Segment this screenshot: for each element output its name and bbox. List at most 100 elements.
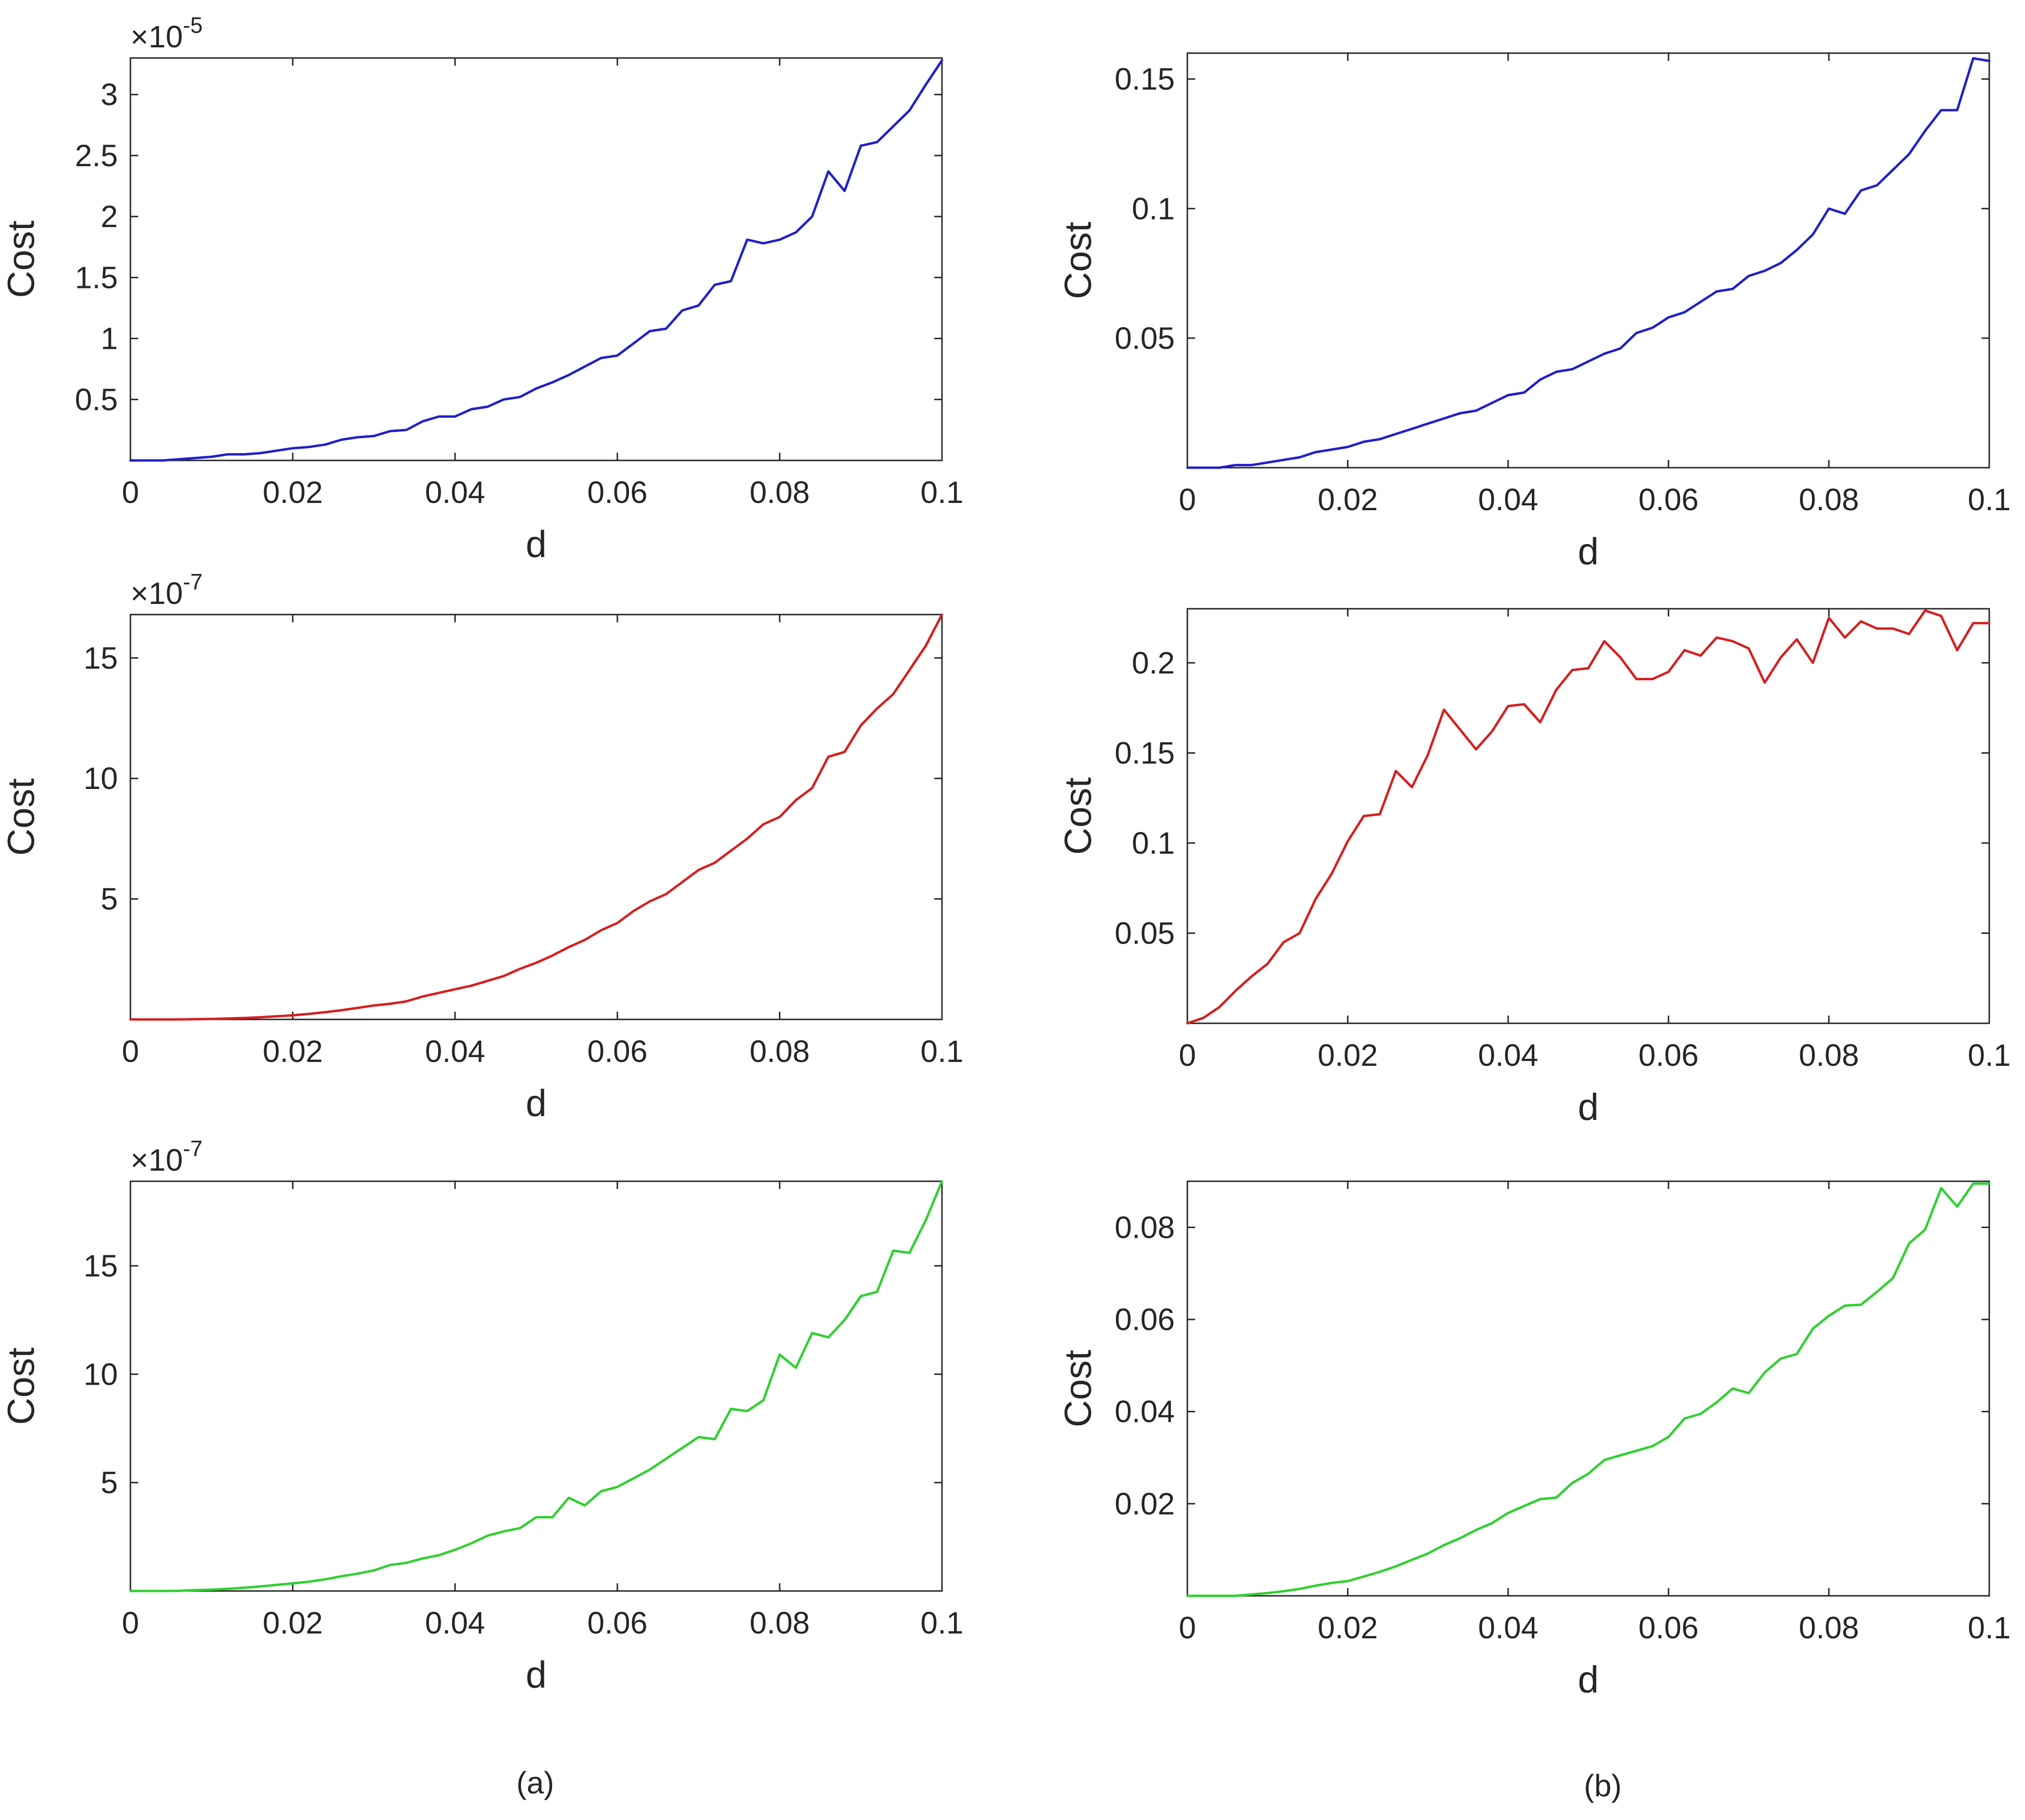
x-tick-label: 0.04 bbox=[425, 1034, 485, 1069]
y-tick-label: 0.15 bbox=[1114, 62, 1175, 97]
x-tick-label: 0.02 bbox=[263, 475, 323, 510]
x-tick-label: 0 bbox=[122, 1034, 139, 1069]
y-axis-label: Cost bbox=[1056, 777, 1099, 855]
x-tick-label: 0.04 bbox=[1478, 1038, 1539, 1073]
x-tick-label: 0.08 bbox=[1799, 1038, 1859, 1073]
x-tick-label: 0.04 bbox=[425, 475, 485, 510]
series-line bbox=[129, 1180, 943, 1592]
y-axis-label: Cost bbox=[0, 220, 42, 298]
plot-area bbox=[1186, 608, 1990, 1024]
x-tick-label: 0.1 bbox=[921, 1034, 964, 1069]
y-axis-label: Cost bbox=[0, 778, 42, 856]
x-tick-label: 0.06 bbox=[587, 1605, 648, 1640]
chart-b-bottom: 0 0.02 0.04 0.06 0.08 0.1 0.02 0.04 0.06 0.08 d Cos… bbox=[1056, 1180, 2011, 1701]
chart-b-middle: 0 0.02 0.04 0.06 0.08 0.1 0.05 0.1 0.15 0.2 d Cost bbox=[1056, 608, 2011, 1128]
x-tick-label: 0.1 bbox=[1968, 482, 2011, 517]
y-tick-label: 0.5 bbox=[75, 382, 118, 417]
x-tick-label: 0 bbox=[1179, 1610, 1196, 1645]
exponent-base: ×10 bbox=[130, 1143, 183, 1177]
x-tick-label: 0.06 bbox=[1639, 1038, 1699, 1073]
x-tick-label: 0.02 bbox=[1318, 482, 1378, 517]
chart-a-bottom: 0 0.02 0.04 0.06 0.08 0.1 5 10 15 d Cost ×10-7 bbox=[0, 1136, 963, 1696]
exponent-power: -7 bbox=[183, 1136, 203, 1161]
series-line bbox=[129, 59, 943, 462]
y-tick-label: 15 bbox=[84, 1248, 118, 1283]
x-tick-label: 0.08 bbox=[750, 1605, 810, 1640]
x-tick-label: 0 bbox=[122, 1605, 139, 1640]
y-axis-label: Cost bbox=[0, 1347, 42, 1425]
y-tick-label: 0.08 bbox=[1114, 1210, 1175, 1245]
plot-area bbox=[129, 57, 943, 461]
y-tick-label: 10 bbox=[84, 1357, 118, 1391]
x-tick-label: 0.08 bbox=[750, 475, 810, 510]
plot-area bbox=[129, 1180, 943, 1592]
exponent-label: ×10-7 bbox=[130, 1136, 202, 1177]
chart-a-middle: 0 0.02 0.04 0.06 0.08 0.1 5 10 15 d Cost ×10-7 bbox=[0, 569, 963, 1124]
series-line bbox=[1186, 57, 1991, 469]
y-tick-label: 0.2 bbox=[1132, 645, 1175, 680]
y-tick-label: 5 bbox=[100, 882, 118, 917]
x-axis-label: d bbox=[1578, 530, 1598, 573]
x-tick-label: 0 bbox=[122, 475, 139, 510]
y-tick-label: 0.1 bbox=[1132, 191, 1175, 226]
chart-b-top: 0 0.02 0.04 0.06 0.08 0.1 0.05 0.1 0.15 d Cost bbox=[1056, 52, 2011, 573]
y-tick-label: 10 bbox=[84, 761, 118, 796]
x-axis-label: d bbox=[1578, 1086, 1598, 1128]
x-tick-label: 0 bbox=[1179, 482, 1196, 517]
plot-area bbox=[129, 614, 943, 1020]
exponent-power: -7 bbox=[183, 569, 203, 594]
exponent-power: -5 bbox=[183, 13, 203, 38]
y-tick-label: 0.05 bbox=[1114, 916, 1175, 950]
series-line bbox=[1186, 1182, 1991, 1597]
x-tick-label: 0.06 bbox=[1639, 482, 1699, 517]
x-tick-label: 0.04 bbox=[1478, 482, 1539, 517]
chart-a-top: 0 0.02 0.04 0.06 0.08 0.1 0.5 1 1.5 2 2.5 3 d Cost ×10… bbox=[0, 13, 963, 565]
panel-label-b: (b) bbox=[1584, 1768, 1622, 1803]
y-tick-label: 2 bbox=[100, 199, 118, 234]
y-tick-label: 5 bbox=[100, 1465, 118, 1500]
x-tick-label: 0.08 bbox=[1799, 1610, 1859, 1645]
x-tick-label: 0.08 bbox=[1799, 482, 1859, 517]
y-tick-label: 0.15 bbox=[1114, 735, 1175, 770]
panel-label-a: (a) bbox=[516, 1765, 554, 1800]
y-tick-label: 0.1 bbox=[1132, 826, 1175, 860]
x-axis-label: d bbox=[526, 1082, 546, 1124]
y-tick-label: 2.5 bbox=[75, 138, 118, 173]
series-line bbox=[129, 613, 943, 1021]
y-tick-label: 0.02 bbox=[1114, 1486, 1175, 1521]
plot-area bbox=[1186, 52, 1990, 469]
x-tick-label: 0.1 bbox=[1968, 1610, 2011, 1645]
x-tick-label: 0 bbox=[1179, 1038, 1196, 1073]
x-tick-label: 0.06 bbox=[587, 1034, 648, 1069]
exponent-base: ×10 bbox=[130, 19, 183, 54]
plot-area bbox=[1186, 1180, 1990, 1597]
x-tick-label: 0.02 bbox=[263, 1605, 323, 1640]
y-tick-label: 15 bbox=[84, 641, 118, 675]
y-axis-label: Cost bbox=[1056, 1349, 1099, 1427]
x-tick-label: 0.04 bbox=[425, 1605, 485, 1640]
y-tick-label: 1.5 bbox=[75, 260, 118, 295]
x-tick-label: 0.02 bbox=[263, 1034, 323, 1069]
exponent-base: ×10 bbox=[130, 576, 183, 611]
x-tick-label: 0.04 bbox=[1478, 1610, 1539, 1645]
y-axis-label: Cost bbox=[1056, 221, 1099, 299]
y-tick-label: 3 bbox=[100, 77, 118, 112]
x-tick-label: 0.02 bbox=[1318, 1610, 1378, 1645]
x-tick-label: 0.06 bbox=[587, 475, 648, 510]
charts-grid: 0 0.02 0.04 0.06 0.08 0.1 0.5 1 1.5 2 2.5 3 d Cost ×10… bbox=[0, 13, 2011, 1701]
y-tick-label: 0.05 bbox=[1114, 321, 1175, 356]
y-tick-label: 0.04 bbox=[1114, 1394, 1175, 1429]
x-axis-label: d bbox=[526, 523, 546, 565]
x-tick-label: 0.1 bbox=[921, 475, 964, 510]
x-tick-label: 0.08 bbox=[750, 1034, 810, 1069]
x-tick-label: 0.1 bbox=[1968, 1038, 2011, 1073]
x-tick-label: 0.06 bbox=[1639, 1610, 1699, 1645]
y-tick-label: 0.06 bbox=[1114, 1302, 1175, 1337]
exponent-label: ×10-5 bbox=[130, 13, 202, 54]
x-tick-label: 0.1 bbox=[921, 1605, 964, 1640]
x-axis-label: d bbox=[526, 1653, 546, 1696]
x-tick-label: 0.02 bbox=[1318, 1038, 1378, 1073]
exponent-label: ×10-7 bbox=[130, 569, 202, 611]
x-axis-label: d bbox=[1578, 1658, 1598, 1701]
